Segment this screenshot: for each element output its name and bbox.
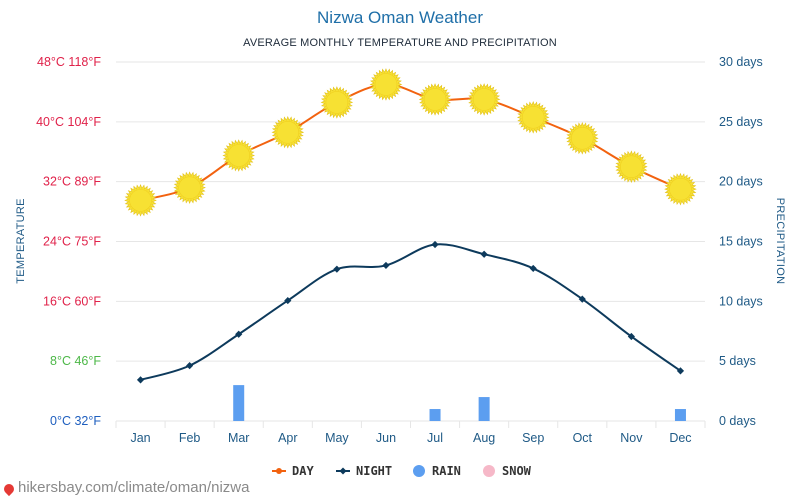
- x-tick-label: Nov: [620, 431, 643, 445]
- day-line: [140, 83, 681, 202]
- chart-title: Nizwa Oman Weather: [317, 8, 483, 27]
- night-point-marker: [136, 376, 145, 384]
- sun-marker-icon: [124, 184, 157, 217]
- y-left-tick-label: 8°C 46°F: [50, 354, 101, 368]
- y-left-tick-label: 40°C 104°F: [36, 115, 101, 129]
- night-line: [140, 243, 682, 381]
- x-tick-label: Apr: [278, 431, 297, 445]
- legend-label-snow: SNOW: [502, 464, 532, 478]
- x-tick-label: Dec: [669, 431, 691, 445]
- y-right-tick-label: 5 days: [719, 354, 756, 368]
- sun-marker-icon: [565, 121, 599, 155]
- grid-lines: [115, 61, 706, 428]
- legend-label-day: DAY: [292, 464, 314, 478]
- y-right-tick-label: 30 days: [719, 55, 763, 69]
- chart-subtitle: AVERAGE MONTHLY TEMPERATURE AND PRECIPIT…: [243, 37, 557, 49]
- night-point-marker: [431, 240, 439, 249]
- y-left-tick-label: 0°C 32°F: [50, 414, 101, 428]
- sun-marker-icon: [369, 68, 403, 101]
- legend-item-snow: SNOW: [483, 464, 532, 478]
- rain-bar: [429, 409, 441, 421]
- x-tick-label: Jan: [130, 431, 150, 445]
- rain-bar: [478, 397, 490, 421]
- legend-marker-day: [276, 468, 282, 474]
- y-left-tick-label: 48°C 118°F: [37, 55, 101, 69]
- watermark-text: hikersbay.com/climate/oman/nizwa: [18, 479, 250, 496]
- night-point-marker: [284, 296, 292, 305]
- sun-marker-icon: [320, 86, 354, 119]
- y-axis-left-title: TEMPERATURE: [15, 198, 27, 284]
- axis-ticks: 0°C 32°F 8°C 46°F 16°C 60°F 24°C 75°F 32°C 8…: [36, 55, 763, 445]
- temperature-lines: [124, 68, 697, 384]
- legend-label-night: NIGHT: [356, 464, 392, 478]
- location-pin-icon: [1, 481, 17, 496]
- x-tick-label: Jul: [427, 431, 443, 445]
- y-right-tick-label: 15 days: [719, 235, 763, 249]
- y-right-tick-label: 0 days: [719, 414, 756, 428]
- sun-marker-icon: [467, 83, 501, 116]
- x-tick-label: Jun: [376, 431, 396, 445]
- legend-label-rain: RAIN: [432, 464, 461, 478]
- x-tick-label: Oct: [573, 431, 593, 445]
- sun-marker-icon: [271, 115, 305, 149]
- x-tick-label: Feb: [179, 431, 201, 445]
- y-left-tick-label: 32°C 89°F: [43, 175, 101, 189]
- night-point-marker: [578, 295, 586, 303]
- night-point-marker: [382, 261, 390, 270]
- precipitation-bars: [233, 385, 686, 421]
- legend-item-rain: RAIN: [413, 464, 461, 478]
- legend-marker-night: [339, 467, 347, 475]
- sun-marker-icon: [173, 171, 206, 204]
- night-point-marker: [627, 332, 635, 341]
- x-tick-label: Sep: [522, 431, 544, 445]
- night-point-marker: [235, 330, 243, 338]
- night-point-marker: [333, 265, 341, 273]
- y-right-tick-label: 20 days: [719, 175, 763, 189]
- night-point-marker: [529, 264, 537, 273]
- legend-item-night: NIGHT: [336, 464, 392, 478]
- y-axis-right-title: PRECIPITATION: [774, 198, 786, 285]
- sun-marker-icon: [222, 139, 256, 172]
- y-right-tick-label: 10 days: [719, 294, 763, 308]
- legend-swatch-snow: [483, 465, 495, 477]
- sun-marker-icon: [516, 101, 550, 134]
- y-left-tick-label: 16°C 60°F: [43, 294, 101, 308]
- y-right-tick-label: 25 days: [719, 115, 763, 129]
- night-point-marker: [676, 367, 685, 375]
- watermark: hikersbay.com/climate/oman/nizwa: [1, 479, 250, 496]
- rain-bar: [674, 409, 686, 421]
- rain-bar: [233, 385, 245, 421]
- x-tick-label: Mar: [228, 431, 250, 445]
- legend: DAY NIGHT RAIN SNOW: [272, 464, 532, 478]
- night-point-marker: [186, 362, 194, 370]
- y-left-tick-label: 24°C 75°F: [43, 235, 101, 249]
- sun-marker-icon: [664, 172, 697, 206]
- legend-item-day: DAY: [272, 464, 314, 478]
- x-tick-label: Aug: [473, 431, 495, 445]
- sun-marker-icon: [418, 83, 452, 116]
- night-point-marker: [480, 250, 488, 258]
- sun-marker-icon: [615, 150, 648, 184]
- x-tick-label: May: [325, 431, 349, 445]
- legend-swatch-rain: [413, 465, 425, 477]
